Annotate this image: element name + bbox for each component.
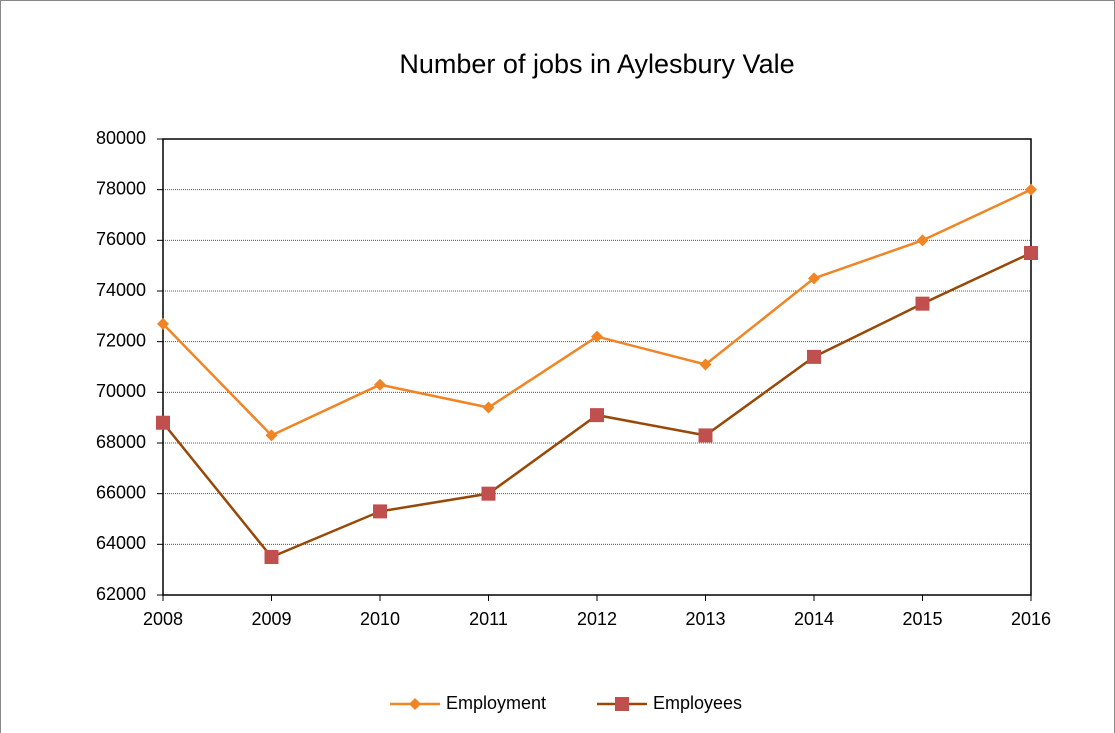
marker xyxy=(698,428,713,443)
y-tick-label: 70000 xyxy=(96,381,146,401)
y-tick-label: 68000 xyxy=(96,432,146,452)
marker xyxy=(1025,183,1037,196)
marker xyxy=(590,408,604,423)
plot-area xyxy=(162,138,1032,596)
marker xyxy=(409,698,421,710)
x-tick-label: 2013 xyxy=(685,609,725,629)
chart-title: Number of jobs in Aylesbury Vale xyxy=(399,49,794,79)
x-tick-label: 2015 xyxy=(902,609,942,629)
y-tick-label: 78000 xyxy=(96,178,146,198)
x-tick-label: 2016 xyxy=(1011,609,1051,629)
marker xyxy=(374,378,386,391)
marker xyxy=(808,272,820,285)
y-tick-label: 64000 xyxy=(96,533,146,553)
y-tick-label: 72000 xyxy=(96,330,146,350)
x-tick-label: 2008 xyxy=(143,609,183,629)
x-tick-label: 2011 xyxy=(469,609,508,629)
y-tick-label: 80000 xyxy=(96,128,146,148)
legend-label: Employees xyxy=(653,693,742,713)
marker xyxy=(482,401,495,414)
y-tick-label: 62000 xyxy=(96,584,146,604)
x-tick-label: 2012 xyxy=(577,609,617,629)
y-tick-label: 76000 xyxy=(96,229,146,249)
marker xyxy=(481,486,496,501)
marker xyxy=(807,349,821,364)
marker xyxy=(157,317,169,330)
x-tick-label: 2014 xyxy=(794,609,834,629)
marker xyxy=(916,234,929,247)
marker xyxy=(373,504,387,519)
y-tick-label: 74000 xyxy=(96,280,146,300)
marker xyxy=(264,550,279,564)
marker xyxy=(699,358,712,371)
x-tick-label: 2010 xyxy=(360,609,400,629)
legend-label: Employment xyxy=(446,693,546,713)
marker xyxy=(591,330,603,343)
marker xyxy=(156,415,170,430)
marker xyxy=(265,429,278,442)
marker xyxy=(615,697,629,711)
marker xyxy=(1024,246,1038,260)
marker xyxy=(915,296,930,311)
x-tick-label: 2009 xyxy=(251,609,291,629)
y-tick-label: 66000 xyxy=(96,482,146,502)
